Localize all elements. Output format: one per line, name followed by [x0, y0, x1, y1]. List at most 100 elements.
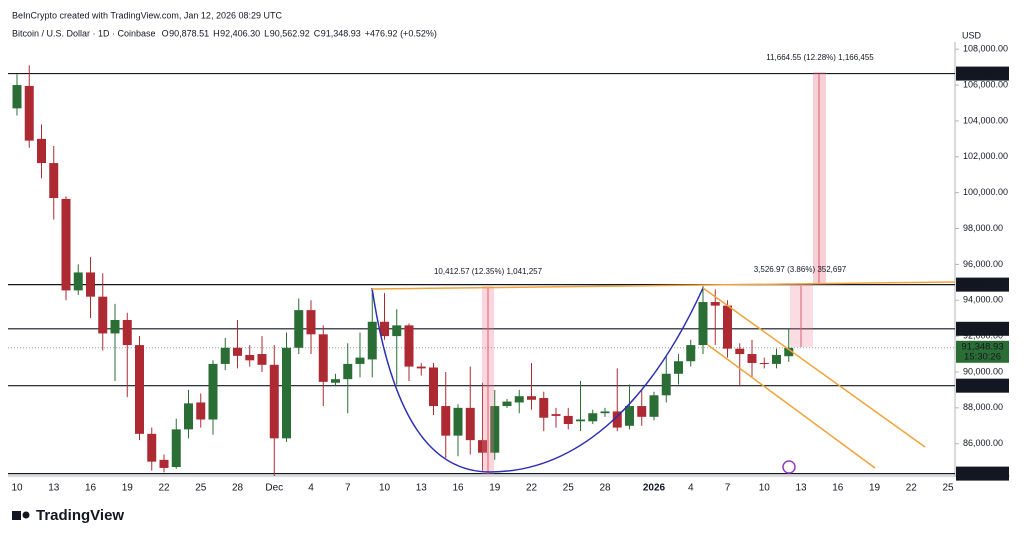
candle-body — [563, 415, 573, 424]
candle-body — [86, 272, 95, 297]
ohlc-field-label: H — [213, 28, 220, 38]
logo-mark — [22, 511, 30, 519]
candle-body — [539, 397, 549, 418]
channel-line — [702, 287, 926, 448]
x-tick-label: 16 — [85, 483, 97, 494]
candle-body — [49, 163, 59, 199]
candle-body — [184, 403, 193, 430]
level-label: 94,871.71 — [961, 279, 1003, 290]
measure-label: 3,526.97 (3.86%) 352,697 — [754, 265, 847, 274]
candle-body — [122, 319, 132, 346]
level-label-box — [956, 277, 1009, 292]
candle-body — [710, 302, 720, 306]
brand-logo: TradingView — [12, 507, 124, 524]
candle-body — [478, 440, 487, 453]
candle-body — [588, 413, 598, 422]
rim-line — [371, 281, 956, 290]
candle-body — [343, 363, 353, 380]
candle-body — [759, 363, 769, 365]
candle-body — [527, 396, 536, 400]
x-tick-label: 25 — [195, 483, 207, 494]
ohlc-field-value: 91,348.93 — [321, 28, 361, 38]
candle-body — [12, 85, 22, 109]
candle-body — [490, 406, 500, 453]
x-tick-label: Dec — [265, 483, 283, 494]
measure-label: 10,412.57 (12.35%) 1,041,257 — [434, 267, 543, 276]
candle-body — [502, 401, 512, 407]
candle-body — [429, 367, 438, 407]
candle-body — [637, 406, 647, 417]
channel-line — [707, 344, 876, 469]
candle-body — [747, 354, 757, 364]
candle-body — [453, 407, 463, 436]
y-tick-label: 94,000.00 — [963, 295, 1003, 305]
candle-body — [257, 354, 267, 365]
y-tick-label: 100,000.00 — [963, 187, 1008, 197]
candle-body — [674, 361, 683, 374]
x-tick-label: 4 — [308, 483, 314, 494]
x-tick-label: 19 — [869, 483, 881, 494]
x-tick-label: 28 — [599, 483, 611, 494]
candle-body — [98, 296, 108, 334]
price-axis: 86,000.0088,000.0090,000.0092,000.0094,0… — [11, 44, 1009, 494]
y-tick-label: 104,000.00 — [963, 115, 1008, 125]
level-label: 106,639.50 — [959, 68, 1007, 79]
candle-body — [551, 414, 561, 416]
candle-body — [110, 319, 120, 334]
event-icon — [782, 460, 796, 474]
candle-body — [294, 310, 304, 348]
candle-body — [661, 373, 671, 396]
x-tick-label: 25 — [942, 483, 954, 494]
candle-body — [698, 302, 708, 346]
ohlc-field-label: O — [162, 28, 169, 38]
candle-body — [282, 347, 291, 439]
brand-name: TradingView — [36, 507, 124, 524]
candle-body — [367, 321, 377, 360]
level-label: 84,333.93 — [961, 468, 1003, 479]
candle-body — [135, 345, 144, 434]
candle-body — [37, 138, 46, 164]
candle-body — [318, 334, 328, 382]
y-tick-label: 90,000.00 — [963, 366, 1003, 376]
x-tick-label: 19 — [122, 483, 134, 494]
candle-body — [208, 363, 218, 420]
candle-body — [245, 354, 255, 361]
candle-body — [404, 325, 414, 367]
candle-body — [441, 406, 451, 436]
symbol-legend: Bitcoin / U.S. Dollar · 1D · Coinbase O 90… — [12, 28, 437, 38]
x-tick-label: 22 — [526, 483, 538, 494]
level-label: 92,408.34 — [961, 323, 1003, 334]
ohlc-field-value: 90,878.51 — [169, 28, 209, 38]
level-label-box — [956, 321, 1009, 336]
x-tick-label: 16 — [452, 483, 464, 494]
candle-body — [73, 272, 83, 291]
watermark: BeInCrypto created with TradingView.com,… — [12, 10, 282, 20]
x-tick-label: 22 — [906, 483, 918, 494]
ohlc-field-label: C — [314, 28, 321, 38]
x-tick-label: 28 — [232, 483, 244, 494]
y-tick-label: 86,000.00 — [963, 438, 1003, 448]
y-tick-label: 102,000.00 — [963, 151, 1008, 161]
x-tick-label: 19 — [489, 483, 501, 494]
candle-body — [355, 357, 365, 364]
candle-body — [159, 459, 169, 468]
candle-body — [784, 347, 794, 357]
symbol-title: Bitcoin / U.S. Dollar · 1D · Coinbase — [12, 28, 156, 38]
logo-mark — [12, 511, 21, 520]
y-tick-label: 98,000.00 — [963, 223, 1003, 233]
level-label: 89,236.29 — [961, 380, 1003, 391]
last-price-box — [956, 340, 1009, 363]
candle-body — [269, 364, 279, 439]
y-tick-label: 88,000.00 — [963, 402, 1003, 412]
level-label-box — [956, 378, 1009, 393]
x-tick-label: 25 — [563, 483, 575, 494]
x-tick-label: 13 — [795, 483, 807, 494]
candle-body — [416, 366, 426, 369]
candle-body — [196, 402, 206, 420]
x-tick-label: 22 — [158, 483, 170, 494]
x-tick-label: 10 — [11, 483, 23, 494]
candle-body — [600, 411, 610, 414]
x-tick-label: 7 — [345, 483, 351, 494]
